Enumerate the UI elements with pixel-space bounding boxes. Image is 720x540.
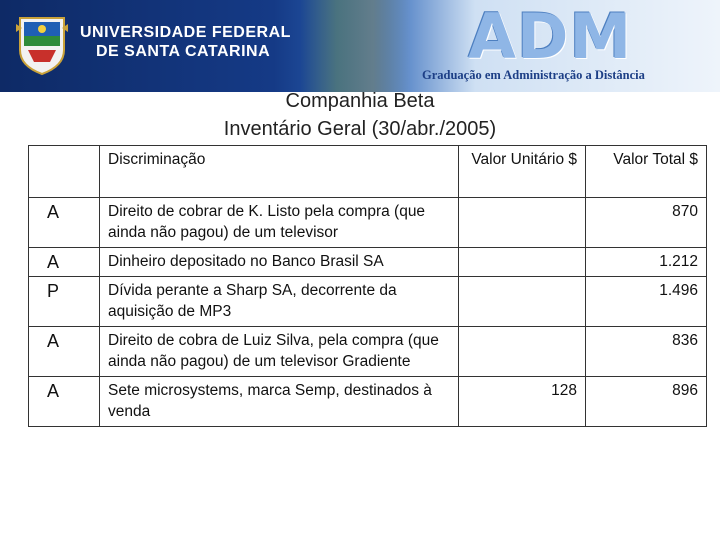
- row-description: Sete microsystems, marca Semp, destinado…: [99, 376, 459, 427]
- table-header-row: Discriminação Valor Unitário $ Valor Tot…: [28, 145, 707, 198]
- banner-decoration: [300, 0, 410, 92]
- adm-logo: ADM: [468, 0, 633, 73]
- university-name-line2: DE SANTA CATARINA: [96, 43, 271, 60]
- header-total-value: Valor Total $: [585, 145, 707, 198]
- header-description: Discriminação: [99, 145, 459, 198]
- table-row: A Dinheiro depositado no Banco Brasil SA…: [28, 247, 707, 277]
- row-unit-value: 128: [458, 376, 586, 427]
- row-total-value: 870: [585, 197, 707, 248]
- row-total-value: 1.496: [585, 276, 707, 327]
- row-description: Direito de cobra de Luiz Silva, pela com…: [99, 326, 459, 377]
- row-total-value: 1.212: [585, 247, 707, 277]
- inventory-subtitle: Inventário Geral (30/abr./2005): [223, 118, 497, 140]
- header-unit-value: Valor Unitário $: [458, 145, 586, 198]
- row-code: A: [28, 326, 100, 377]
- row-unit-value: [458, 197, 586, 248]
- university-crest-icon: [16, 17, 68, 76]
- table-row: A Sete microsystems, marca Semp, destina…: [28, 376, 707, 427]
- header-code-cell: [28, 145, 100, 198]
- row-unit-value: [458, 276, 586, 327]
- row-unit-value: [458, 326, 586, 377]
- table-row: P Dívida perante a Sharp SA, decorrente …: [28, 276, 707, 327]
- row-unit-value: [458, 247, 586, 277]
- row-code: A: [28, 197, 100, 248]
- header-banner: UNIVERSIDADE FEDERAL DE SANTA CATARINA A…: [0, 0, 720, 92]
- row-description: Dinheiro depositado no Banco Brasil SA: [99, 247, 459, 277]
- row-total-value: 836: [585, 326, 707, 377]
- row-description: Dívida perante a Sharp SA, decorrente da…: [99, 276, 459, 327]
- university-name-line1: UNIVERSIDADE FEDERAL: [80, 24, 291, 41]
- row-code: A: [28, 376, 100, 427]
- row-total-value: 896: [585, 376, 707, 427]
- table-row: A Direito de cobra de Luiz Silva, pela c…: [28, 326, 707, 377]
- table-row: A Direito de cobrar de K. Listo pela com…: [28, 197, 707, 248]
- inventory-table: Discriminação Valor Unitário $ Valor Tot…: [28, 145, 707, 427]
- program-name: Graduação em Administração a Distância: [422, 68, 645, 82]
- row-description: Direito de cobrar de K. Listo pela compr…: [99, 197, 459, 248]
- company-title: Companhia Beta: [285, 90, 435, 112]
- row-code: P: [28, 276, 100, 327]
- row-code: A: [28, 247, 100, 277]
